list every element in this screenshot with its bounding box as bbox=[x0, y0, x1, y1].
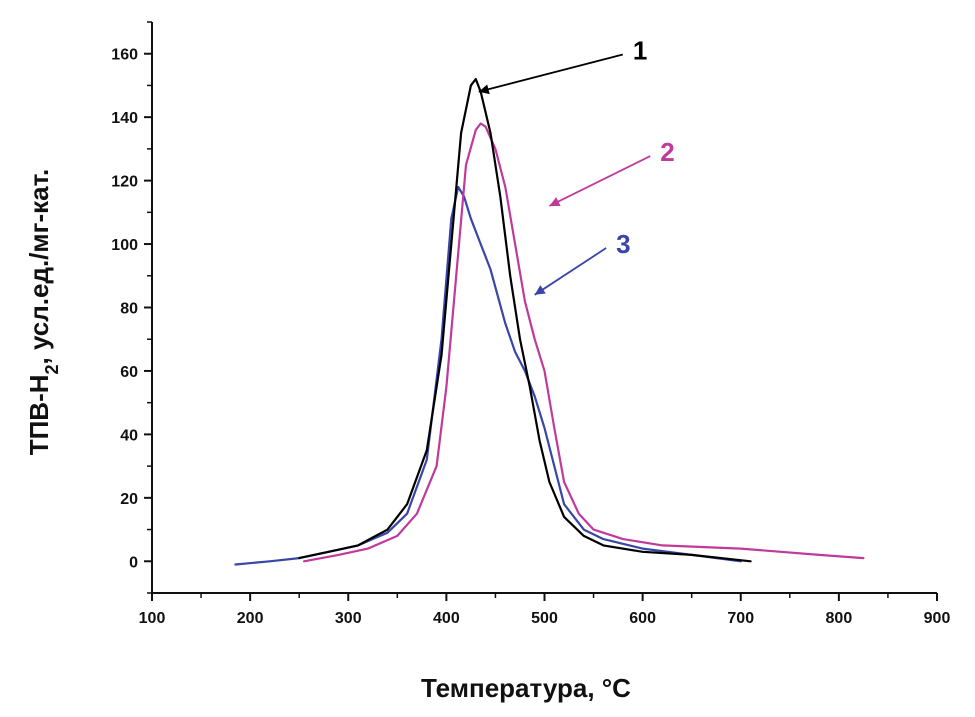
x-tick-label: 800 bbox=[826, 610, 853, 627]
x-tick-label: 900 bbox=[924, 610, 951, 627]
series-line-3 bbox=[234, 185, 742, 566]
y-axis-title-subscript: 2 bbox=[42, 364, 62, 374]
series-label-1: 1 bbox=[633, 36, 647, 66]
y-axis-title-main: ТПВ-Н bbox=[24, 374, 54, 455]
series-label-2: 2 bbox=[660, 137, 674, 167]
x-tick-label: 100 bbox=[139, 610, 166, 627]
y-tick-label: 120 bbox=[111, 174, 138, 191]
annotations: 1 2 3 bbox=[478, 36, 675, 296]
y-axis-title: ТПВ-Н2, усл.ед./мг-кат. bbox=[24, 169, 62, 456]
y-tick-label: 140 bbox=[111, 110, 138, 127]
y-tick-label: 60 bbox=[120, 364, 138, 381]
y-axis-title-rest: , усл.ед./мг-кат. bbox=[24, 169, 54, 365]
annotation-arrowhead-3 bbox=[534, 285, 546, 295]
y-tick-label: 100 bbox=[111, 237, 138, 254]
annotation-arrowhead-2 bbox=[549, 197, 561, 207]
annotation-arrow-1 bbox=[478, 53, 624, 93]
series-line-1 bbox=[298, 77, 752, 563]
x-tick-label: 600 bbox=[629, 610, 656, 627]
x-axis-title: Температура, °C bbox=[421, 673, 631, 703]
y-tick-label: 40 bbox=[120, 427, 138, 444]
annotation-arrow-3 bbox=[534, 247, 607, 296]
annotation-arrow-2 bbox=[549, 155, 651, 207]
series-layer bbox=[234, 77, 865, 566]
series-label-3: 3 bbox=[616, 229, 630, 259]
annotation-arrowhead-1 bbox=[478, 84, 490, 95]
axes bbox=[151, 22, 937, 594]
x-tick-label: 400 bbox=[433, 610, 460, 627]
x-tick-label: 700 bbox=[727, 610, 754, 627]
series-line-2 bbox=[303, 122, 865, 563]
x-tick-label: 500 bbox=[531, 610, 558, 627]
y-tick-label: 20 bbox=[120, 491, 138, 508]
x-tick-label: 200 bbox=[237, 610, 264, 627]
x-tick-label: 300 bbox=[335, 610, 362, 627]
y-tick-label: 160 bbox=[111, 47, 138, 64]
ticks: 100 200 300 400 500 600 700 800 900 0 20 40 60 80 100 1… bbox=[111, 21, 951, 627]
y-tick-label: 0 bbox=[129, 554, 138, 571]
y-tick-label: 80 bbox=[120, 301, 138, 318]
